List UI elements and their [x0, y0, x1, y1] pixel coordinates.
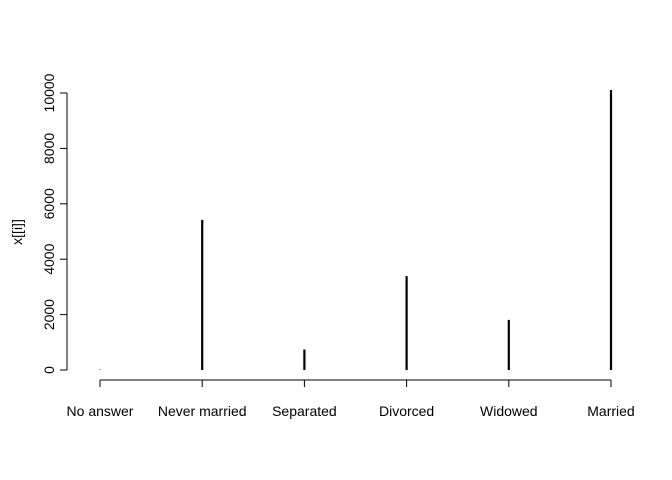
- y-tick-label: 0: [41, 366, 57, 374]
- y-tick-label: 10000: [41, 73, 57, 112]
- x-tick-label: Separated: [272, 403, 337, 419]
- y-tick-label: 4000: [41, 243, 57, 274]
- bars: [98, 89, 613, 370]
- y-tick-label: 8000: [41, 133, 57, 164]
- x-tick-label: Never married: [158, 403, 247, 419]
- x-tick-label: Widowed: [480, 403, 538, 419]
- y-tick-label: 6000: [41, 188, 57, 219]
- x-tick-label: Married: [587, 403, 634, 419]
- y-axis: 0 2000 4000 6000 8000 10000: [41, 73, 68, 374]
- y-axis-title: x[[i]]: [9, 219, 25, 245]
- x-tick-label: No answer: [67, 403, 134, 419]
- y-tick-label: 2000: [41, 299, 57, 330]
- x-tick-label: Divorced: [379, 403, 434, 419]
- x-axis: No answer Never married Separated Divorced W…: [67, 379, 635, 419]
